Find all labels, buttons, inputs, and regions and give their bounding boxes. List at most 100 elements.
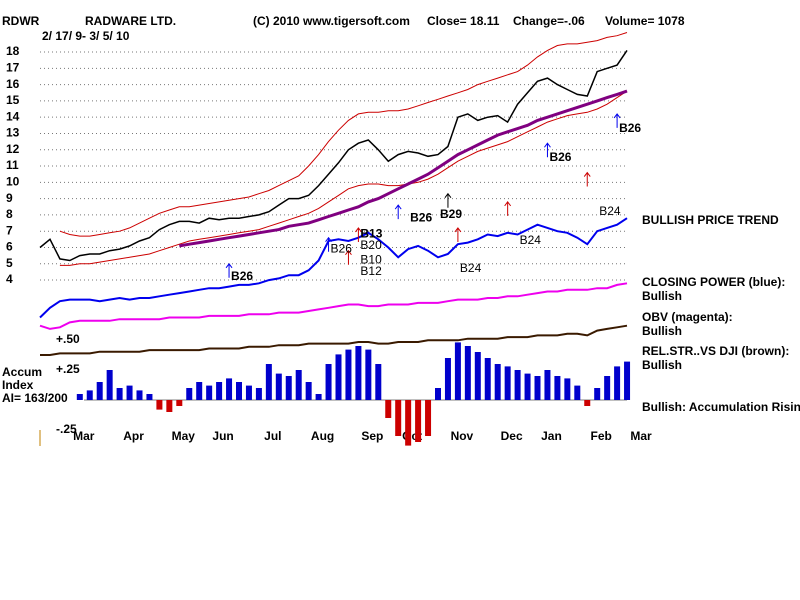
signal-arrow [225, 262, 233, 278]
accum-bar [494, 364, 501, 400]
x-tick-label: Jun [212, 429, 233, 443]
accum-bar [216, 382, 223, 400]
accum-bar [156, 400, 163, 410]
accum-bar [285, 376, 292, 400]
legend-label: CLOSING POWER (blue): [642, 275, 785, 289]
y-tick-label: 7 [6, 223, 13, 237]
x-tick-label: Jan [541, 429, 562, 443]
signal-label: B10 [360, 253, 382, 267]
y-tick-label: 12 [6, 142, 20, 156]
accum-bar [166, 400, 173, 412]
volume: Volume= 1078 [605, 14, 685, 28]
signal-label: B24 [599, 204, 621, 218]
accum-bar [504, 366, 511, 400]
x-tick-label: Nov [451, 429, 474, 443]
series-line [59, 32, 628, 237]
accum-bar [454, 342, 461, 400]
y-tick-label: 9 [6, 191, 13, 205]
series-line [59, 90, 628, 266]
signal-arrow [345, 249, 352, 265]
accum-bar [245, 385, 252, 400]
signal-arrow [504, 201, 512, 216]
x-tick-label: Apr [123, 429, 144, 443]
accum-bar [345, 349, 352, 400]
x-tick-label: Aug [311, 429, 334, 443]
accum-bar [325, 364, 332, 400]
accum-bar [265, 364, 272, 400]
signal-arrow [325, 236, 332, 252]
legend-status: Bullish [642, 358, 682, 372]
series-line [40, 324, 628, 356]
accum-bar [355, 346, 362, 400]
y-tick-label: 11 [6, 158, 19, 172]
accum-bar [176, 400, 183, 406]
signal-label: B24 [460, 261, 482, 275]
accum-bar [365, 349, 372, 400]
accum-bar [524, 373, 531, 400]
y-tick-label: 13 [6, 126, 20, 140]
accum-bar [405, 400, 412, 446]
close: Close= 18.11 [427, 14, 500, 28]
accum-bar [126, 385, 133, 400]
accum-bar [86, 390, 93, 400]
title: RADWARE LTD. [85, 14, 176, 28]
signal-label: B12 [360, 264, 382, 278]
accum-bar [226, 378, 233, 400]
y-tick-label: +.50 [56, 332, 80, 346]
series-line [39, 49, 628, 262]
accum-bar [275, 373, 282, 400]
trend-label: BULLISH PRICE TREND [642, 213, 779, 227]
signal-label: B13 [360, 227, 382, 241]
y-tick-label: 14 [6, 109, 20, 123]
series-line [179, 89, 628, 248]
signal-arrow [394, 204, 402, 220]
y-tick-label: 15 [6, 93, 20, 107]
accum-bar [554, 376, 561, 400]
accum-bar [534, 376, 541, 400]
signal-label: B24 [520, 233, 542, 247]
source: (C) 2010 www.tigersoft.com [253, 14, 410, 28]
date-range: 2/ 17/ 9- 3/ 5/ 10 [42, 29, 130, 43]
x-tick-label: May [172, 429, 196, 443]
y-tick-label: 8 [6, 207, 13, 221]
signal-label: B26 [619, 121, 641, 135]
x-tick-label: Mar [630, 429, 652, 443]
change: Change=-.06 [513, 14, 585, 28]
y-tick-label: 16 [6, 77, 20, 91]
series-line [39, 217, 628, 319]
accum-bar [604, 376, 611, 400]
accum-note: Bullish: Accumulation Rising [642, 400, 800, 414]
accum-bar [514, 370, 521, 400]
accum-bar [146, 394, 153, 400]
y-tick-label: 4 [6, 272, 13, 286]
x-tick-label: Mar [73, 429, 95, 443]
accum-bar [106, 370, 113, 400]
y-tick-label: 6 [6, 240, 13, 254]
y-tick-label: 17 [6, 60, 20, 74]
signal-label: B26 [410, 210, 432, 224]
accum-bar [305, 382, 312, 400]
accum-bar [385, 400, 392, 418]
signal-arrow [583, 171, 591, 187]
accum-bar [206, 385, 213, 400]
accum-bar [624, 361, 631, 400]
signal-label: B26 [231, 269, 253, 283]
accum-bar [335, 354, 342, 400]
signal-label: B26 [549, 150, 571, 164]
panel-label: Index [2, 378, 34, 392]
accum-bar [136, 390, 143, 400]
signal-label: B29 [440, 207, 462, 221]
accum-bar [484, 358, 491, 400]
signal-label: B26 [331, 241, 353, 255]
accum-bar [464, 346, 471, 400]
accum-bar [295, 370, 302, 400]
accum-bar [76, 394, 83, 400]
accum-bar [315, 394, 322, 400]
legend-label: OBV (magenta): [642, 310, 733, 324]
accum-bar [196, 382, 203, 400]
accum-bar [425, 400, 432, 436]
accum-bar [444, 358, 451, 400]
y-tick-label: 10 [6, 175, 20, 189]
signal-arrow [613, 113, 621, 128]
